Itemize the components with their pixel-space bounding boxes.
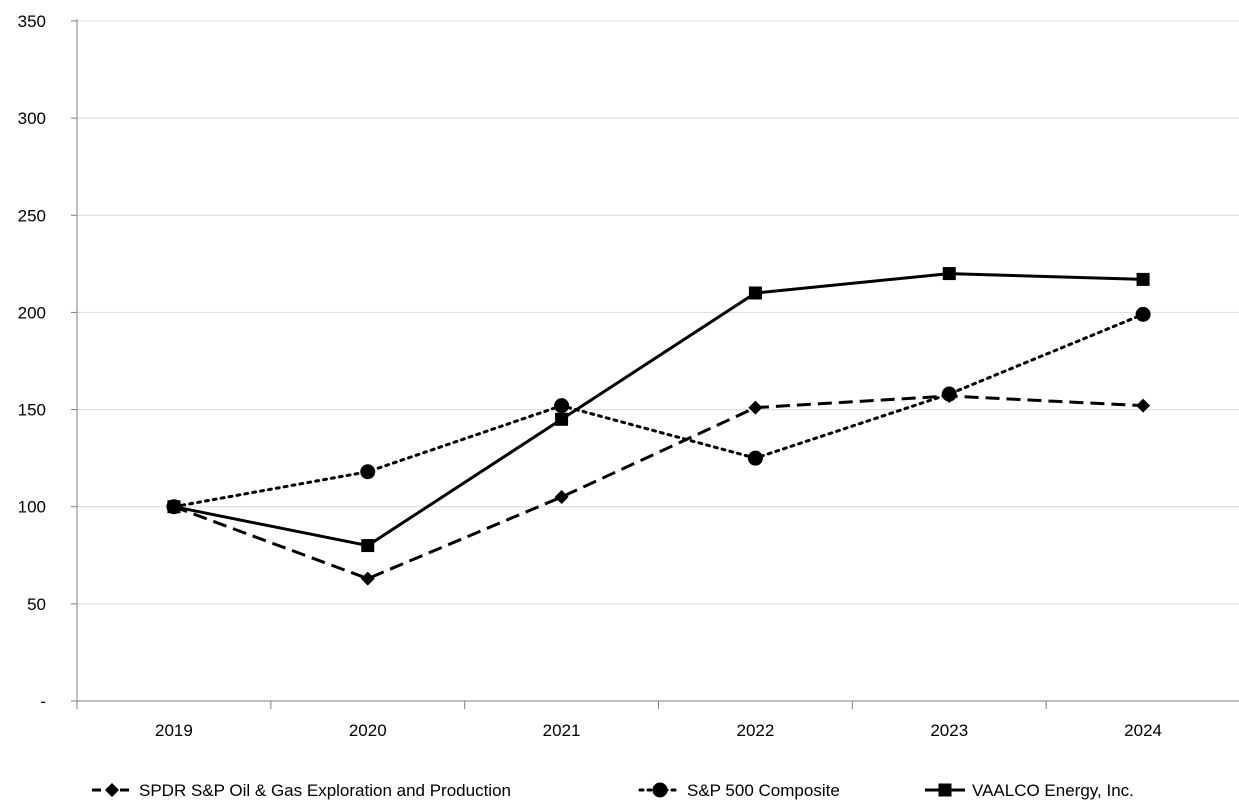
circle-marker	[360, 464, 376, 480]
y-tick-label: 250	[18, 206, 46, 225]
square-marker	[361, 539, 375, 553]
series-3	[167, 267, 1150, 553]
series-1	[166, 388, 1151, 586]
y-tick-label: 350	[18, 12, 46, 31]
circle-marker	[1135, 306, 1151, 322]
diamond-marker	[1136, 398, 1151, 413]
square-marker	[555, 412, 569, 426]
y-tick-label: 200	[18, 303, 46, 322]
y-tick-label: 150	[18, 401, 46, 420]
legend-diamond-marker	[105, 783, 119, 797]
x-tick-label: 2019	[155, 721, 193, 740]
circle-marker	[747, 450, 763, 466]
x-tick-label: 2022	[737, 721, 775, 740]
legend-square-marker	[938, 783, 952, 797]
legend-circle-marker	[652, 782, 668, 798]
x-tick-label: 2021	[543, 721, 581, 740]
diamond-marker	[360, 571, 375, 586]
y-tick-label: -	[40, 692, 46, 711]
y-tick-label: 50	[27, 595, 46, 614]
series-line	[173, 272, 1144, 548]
legend-item: SPDR S&P Oil & Gas Exploration and Produ…	[92, 781, 511, 800]
series-line	[173, 394, 1144, 581]
square-marker	[942, 267, 956, 281]
circle-marker	[554, 398, 570, 414]
y-tick-label: 100	[18, 498, 46, 517]
legend: SPDR S&P Oil & Gas Exploration and Produ…	[92, 781, 1134, 800]
diamond-marker	[554, 490, 569, 504]
legend-label: VAALCO Energy, Inc.	[972, 781, 1134, 800]
series-2	[166, 306, 1151, 515]
x-tick-label: 2023	[930, 721, 968, 740]
x-tick-label: 2020	[349, 721, 387, 740]
legend-label: S&P 500 Composite	[687, 781, 840, 800]
circle-marker	[941, 386, 957, 402]
square-marker	[1136, 272, 1150, 286]
legend-item: VAALCO Energy, Inc.	[925, 781, 1134, 800]
series-line	[172, 312, 1145, 509]
axes: - 50 100 150 200 250 300 350 2019 2020 2021 2022 202…	[18, 12, 1239, 740]
legend-item: S&P 500 Composite	[638, 781, 840, 800]
square-marker	[167, 500, 181, 514]
legend-label: SPDR S&P Oil & Gas Exploration and Produ…	[139, 781, 511, 800]
series-lines	[166, 267, 1151, 586]
x-tick-label: 2024	[1124, 721, 1162, 740]
square-marker	[748, 286, 762, 300]
diamond-marker	[748, 400, 763, 415]
y-tick-label: 300	[18, 109, 46, 128]
gridlines	[77, 20, 1239, 605]
